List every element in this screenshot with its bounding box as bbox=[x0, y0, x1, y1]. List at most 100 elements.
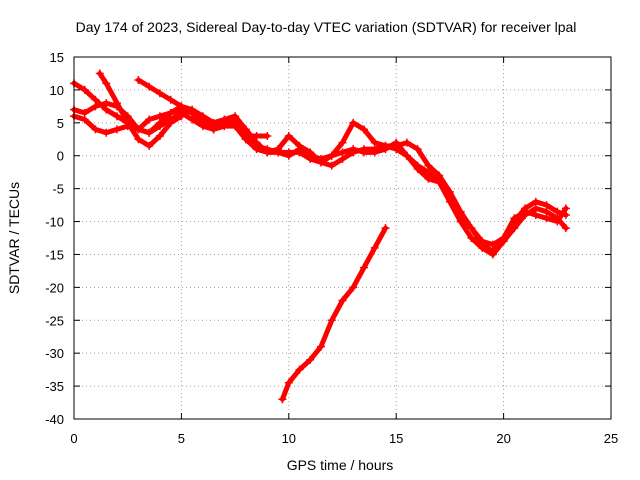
data-point bbox=[155, 89, 164, 98]
data-point bbox=[370, 148, 379, 157]
data-point bbox=[284, 378, 293, 387]
data-point bbox=[263, 148, 272, 157]
data-point bbox=[134, 125, 143, 134]
data-point bbox=[95, 69, 104, 78]
data-point bbox=[145, 115, 154, 124]
data-point bbox=[166, 118, 175, 127]
data-point bbox=[112, 125, 121, 134]
data-point bbox=[531, 210, 540, 219]
data-point bbox=[317, 342, 326, 351]
y-tick-label: -25 bbox=[45, 313, 64, 328]
data-point bbox=[338, 138, 347, 147]
series-line-track-6 bbox=[279, 225, 388, 402]
data-point bbox=[531, 197, 540, 206]
data-point bbox=[155, 112, 164, 121]
data-point bbox=[456, 217, 465, 226]
data-point bbox=[338, 148, 347, 157]
data-point bbox=[424, 174, 433, 183]
data-point bbox=[274, 145, 283, 154]
series-line-track-5 bbox=[135, 77, 569, 248]
data-point bbox=[381, 224, 390, 233]
plot-frame bbox=[73, 56, 612, 420]
data-point bbox=[413, 164, 422, 173]
y-tick-label: -5 bbox=[52, 182, 64, 197]
data-point bbox=[338, 296, 347, 305]
data-point bbox=[521, 207, 530, 216]
data-point bbox=[102, 128, 111, 137]
data-point bbox=[542, 201, 551, 210]
data-point bbox=[252, 138, 261, 147]
data-point bbox=[435, 171, 444, 180]
data-point bbox=[112, 112, 121, 121]
x-axis-label: GPS time / hours bbox=[287, 457, 394, 473]
x-tick-label: 25 bbox=[604, 431, 618, 446]
data-point bbox=[392, 141, 401, 150]
x-tick-label: 20 bbox=[496, 431, 510, 446]
data-point bbox=[306, 148, 315, 157]
data-point bbox=[91, 125, 100, 134]
x-tick-label: 10 bbox=[282, 431, 296, 446]
data-point bbox=[359, 125, 368, 134]
data-point bbox=[370, 243, 379, 252]
series-layer bbox=[70, 69, 570, 404]
data-point bbox=[306, 355, 315, 364]
y-axis-label: SDTVAR / TECUs bbox=[6, 182, 22, 294]
data-point bbox=[413, 145, 422, 154]
data-point bbox=[295, 365, 304, 374]
data-point bbox=[145, 82, 154, 91]
data-point bbox=[231, 112, 240, 121]
data-point bbox=[542, 214, 551, 223]
y-tick-label: -40 bbox=[45, 412, 64, 427]
axis-ticks: 0 5 10 15 20 25 15 10 5 0 -5 -10 -15 -20 -25 -30 -35 -40 bbox=[45, 50, 618, 446]
data-point bbox=[198, 118, 207, 127]
data-point bbox=[467, 224, 476, 233]
data-point bbox=[80, 85, 89, 94]
y-tick-label: -30 bbox=[45, 346, 64, 361]
data-point bbox=[467, 234, 476, 242]
data-point bbox=[349, 283, 358, 292]
chart-title: Day 174 of 2023, Sidereal Day-to-day VTE… bbox=[76, 19, 577, 35]
data-point bbox=[456, 207, 465, 216]
y-tick-label: -10 bbox=[45, 215, 64, 230]
data-point bbox=[349, 118, 358, 127]
data-point bbox=[370, 138, 379, 147]
data-point bbox=[123, 118, 132, 127]
data-point bbox=[145, 128, 154, 137]
data-point bbox=[91, 95, 100, 104]
data-point bbox=[284, 131, 293, 140]
data-point bbox=[112, 99, 121, 108]
data-point bbox=[478, 237, 487, 246]
data-point bbox=[445, 187, 454, 196]
data-point bbox=[488, 240, 497, 249]
y-tick-label: 5 bbox=[57, 116, 64, 131]
data-point bbox=[134, 135, 143, 144]
y-tick-label: 10 bbox=[50, 83, 64, 98]
data-point bbox=[241, 135, 250, 144]
data-point bbox=[402, 151, 411, 160]
x-tick-label: 15 bbox=[389, 431, 403, 446]
data-point bbox=[263, 131, 272, 140]
data-point bbox=[220, 115, 229, 124]
data-point bbox=[499, 234, 508, 242]
data-point bbox=[349, 145, 358, 154]
data-point bbox=[424, 161, 433, 170]
grid-lines bbox=[74, 57, 611, 419]
data-point bbox=[278, 395, 287, 404]
data-point bbox=[295, 141, 304, 150]
y-tick-label: 15 bbox=[50, 50, 64, 65]
data-point bbox=[177, 112, 186, 121]
series-line-track-4 bbox=[97, 71, 184, 149]
data-point bbox=[359, 148, 368, 157]
series-line-track-1 bbox=[71, 100, 569, 254]
data-point bbox=[134, 76, 143, 85]
data-point bbox=[145, 141, 154, 150]
y-tick-label: -20 bbox=[45, 280, 64, 295]
data-point bbox=[553, 217, 562, 226]
y-tick-label: -15 bbox=[45, 247, 64, 262]
data-point bbox=[561, 224, 570, 233]
data-point bbox=[102, 79, 111, 88]
data-point bbox=[102, 105, 111, 114]
data-point bbox=[188, 108, 197, 117]
data-point bbox=[166, 95, 175, 104]
